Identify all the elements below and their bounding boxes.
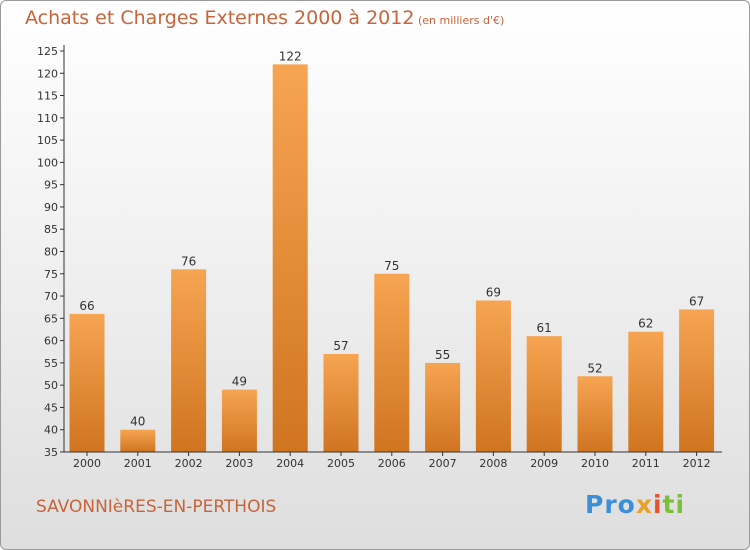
bar-value-label: 40 <box>130 415 145 429</box>
bar[interactable] <box>221 389 257 452</box>
bar[interactable] <box>69 313 105 452</box>
x-tick-label: 2009 <box>530 457 558 470</box>
x-tick-label: 2012 <box>683 457 711 470</box>
logo-part: ti <box>662 490 686 519</box>
x-tick-label: 2010 <box>581 457 609 470</box>
y-tick-label: 35 <box>44 446 58 459</box>
y-tick-label: 105 <box>37 134 58 147</box>
bar-value-label: 61 <box>537 321 552 335</box>
bar-value-label: 122 <box>279 49 302 63</box>
logo-part: x <box>635 490 653 519</box>
bar[interactable] <box>679 309 715 452</box>
commune-name: SAVONNIèRES-EN-PERTHOIS <box>36 497 277 517</box>
bar[interactable] <box>323 353 359 452</box>
bar[interactable] <box>628 331 664 452</box>
bar[interactable] <box>577 376 613 452</box>
y-tick-label: 50 <box>44 379 58 392</box>
bar-value-label: 69 <box>486 286 501 300</box>
bar-value-label: 49 <box>232 375 247 389</box>
x-tick-label: 2011 <box>632 457 660 470</box>
y-tick-label: 45 <box>44 401 58 414</box>
y-tick-label: 70 <box>44 290 58 303</box>
y-tick-label: 60 <box>44 335 58 348</box>
bar[interactable] <box>475 300 511 452</box>
bar[interactable] <box>272 64 308 452</box>
chart-unit: (en milliers d'€) <box>418 14 505 27</box>
bar[interactable] <box>120 429 156 452</box>
bar-value-label: 57 <box>333 339 348 353</box>
bar-value-label: 62 <box>638 317 653 331</box>
x-tick-label: 2007 <box>429 457 457 470</box>
y-tick-label: 115 <box>37 90 58 103</box>
x-tick-label: 2001 <box>124 457 152 470</box>
x-tick-label: 2000 <box>73 457 101 470</box>
bar[interactable] <box>171 269 207 452</box>
bar-value-label: 55 <box>435 348 450 362</box>
x-tick-label: 2005 <box>327 457 355 470</box>
y-tick-label: 125 <box>37 45 58 58</box>
bar-value-label: 76 <box>181 254 196 268</box>
y-tick-label: 65 <box>44 312 58 325</box>
y-tick-label: 75 <box>44 268 58 281</box>
y-tick-label: 80 <box>44 246 58 259</box>
bar-value-label: 75 <box>384 259 399 273</box>
y-tick-label: 110 <box>37 112 58 125</box>
bar[interactable] <box>374 273 410 452</box>
x-tick-label: 2002 <box>175 457 203 470</box>
chart-title: Achats et Charges Externes 2000 à 2012 <box>25 7 415 29</box>
bar[interactable] <box>425 362 461 452</box>
x-tick-label: 2003 <box>225 457 253 470</box>
y-tick-label: 90 <box>44 201 58 214</box>
y-tick-label: 40 <box>44 424 58 437</box>
x-tick-label: 2006 <box>378 457 406 470</box>
bar-value-label: 52 <box>587 361 602 375</box>
x-tick-label: 2008 <box>479 457 507 470</box>
y-tick-label: 95 <box>44 179 58 192</box>
y-tick-label: 55 <box>44 357 58 370</box>
bar-value-label: 67 <box>689 294 704 308</box>
bar[interactable] <box>526 336 562 452</box>
x-tick-label: 2004 <box>276 457 304 470</box>
y-tick-label: 100 <box>37 156 58 169</box>
y-tick-label: 120 <box>37 67 58 80</box>
proxiti-logo[interactable]: Proxiti <box>585 490 685 519</box>
y-tick-label: 85 <box>44 223 58 236</box>
logo-part: Pro <box>585 490 636 519</box>
logo-part: i <box>652 490 663 519</box>
bar-value-label: 66 <box>79 299 94 313</box>
